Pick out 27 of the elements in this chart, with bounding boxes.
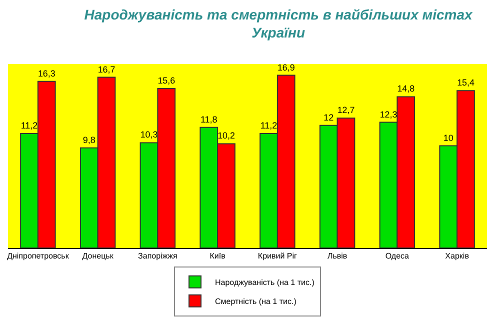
legend-label: Народжуваність (на 1 тис.) xyxy=(215,278,315,288)
data-label: 12,3 xyxy=(380,109,398,120)
data-label: 12,7 xyxy=(337,105,355,116)
data-label: 16,9 xyxy=(277,62,295,72)
x-tick-label: Київ xyxy=(210,252,226,261)
data-label: 11,2 xyxy=(260,120,278,131)
data-label: 16,3 xyxy=(38,68,56,78)
legend-label: Смертність (на 1 тис.) xyxy=(215,297,297,306)
data-label: 10,2 xyxy=(218,130,235,141)
data-label: 15,6 xyxy=(158,76,176,86)
data-label: 12 xyxy=(324,112,334,122)
chart-title: Народжуваність та смертність в найбільших містах України xyxy=(84,6,474,41)
x-tick-label: Запоріжжя xyxy=(138,252,178,261)
data-label: 16,7 xyxy=(98,64,116,74)
data-label: 10 xyxy=(443,132,454,143)
x-tick-label: Одеса xyxy=(385,252,410,261)
data-label: 11,2 xyxy=(20,120,38,131)
data-label: 10,3 xyxy=(140,130,158,140)
data-label: 15,4 xyxy=(457,78,474,88)
data-label: 9,8 xyxy=(82,134,96,145)
data-label: 14,8 xyxy=(397,84,415,94)
x-tick-label: Харків xyxy=(445,252,469,261)
x-tick-label: Донецьк xyxy=(82,252,114,261)
x-tick-label: Дніпропетровськ xyxy=(7,252,70,261)
x-tick-label: Львів xyxy=(327,252,348,261)
x-tick-label: Кривий Ріг xyxy=(258,252,298,261)
data-label: 11,8 xyxy=(200,114,218,124)
